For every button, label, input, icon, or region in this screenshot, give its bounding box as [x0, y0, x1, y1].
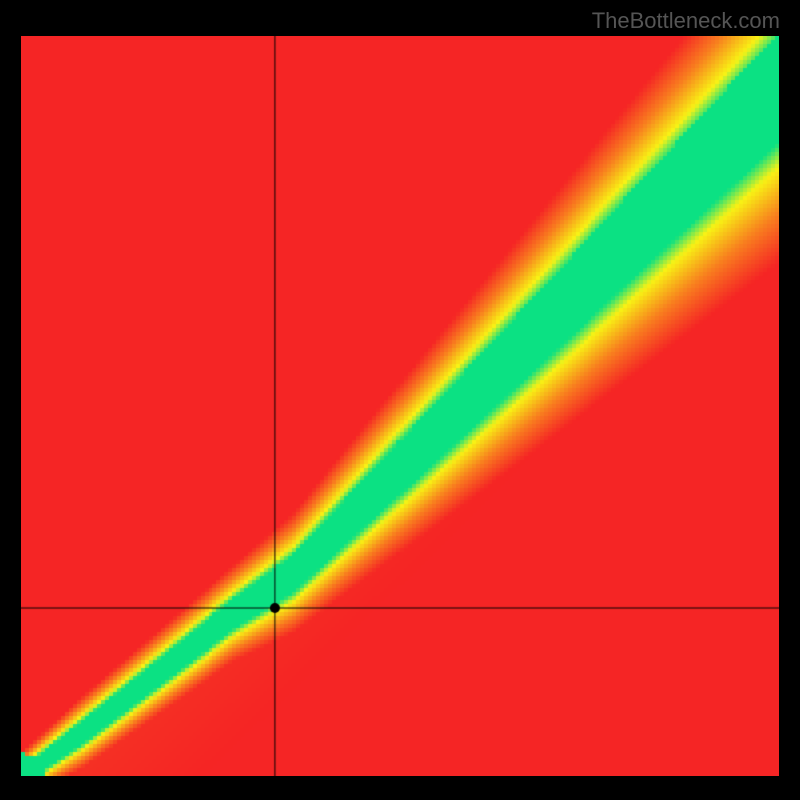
bottleneck-heatmap — [21, 36, 779, 776]
watermark-text: TheBottleneck.com — [592, 8, 780, 34]
chart-container: TheBottleneck.com — [0, 0, 800, 800]
